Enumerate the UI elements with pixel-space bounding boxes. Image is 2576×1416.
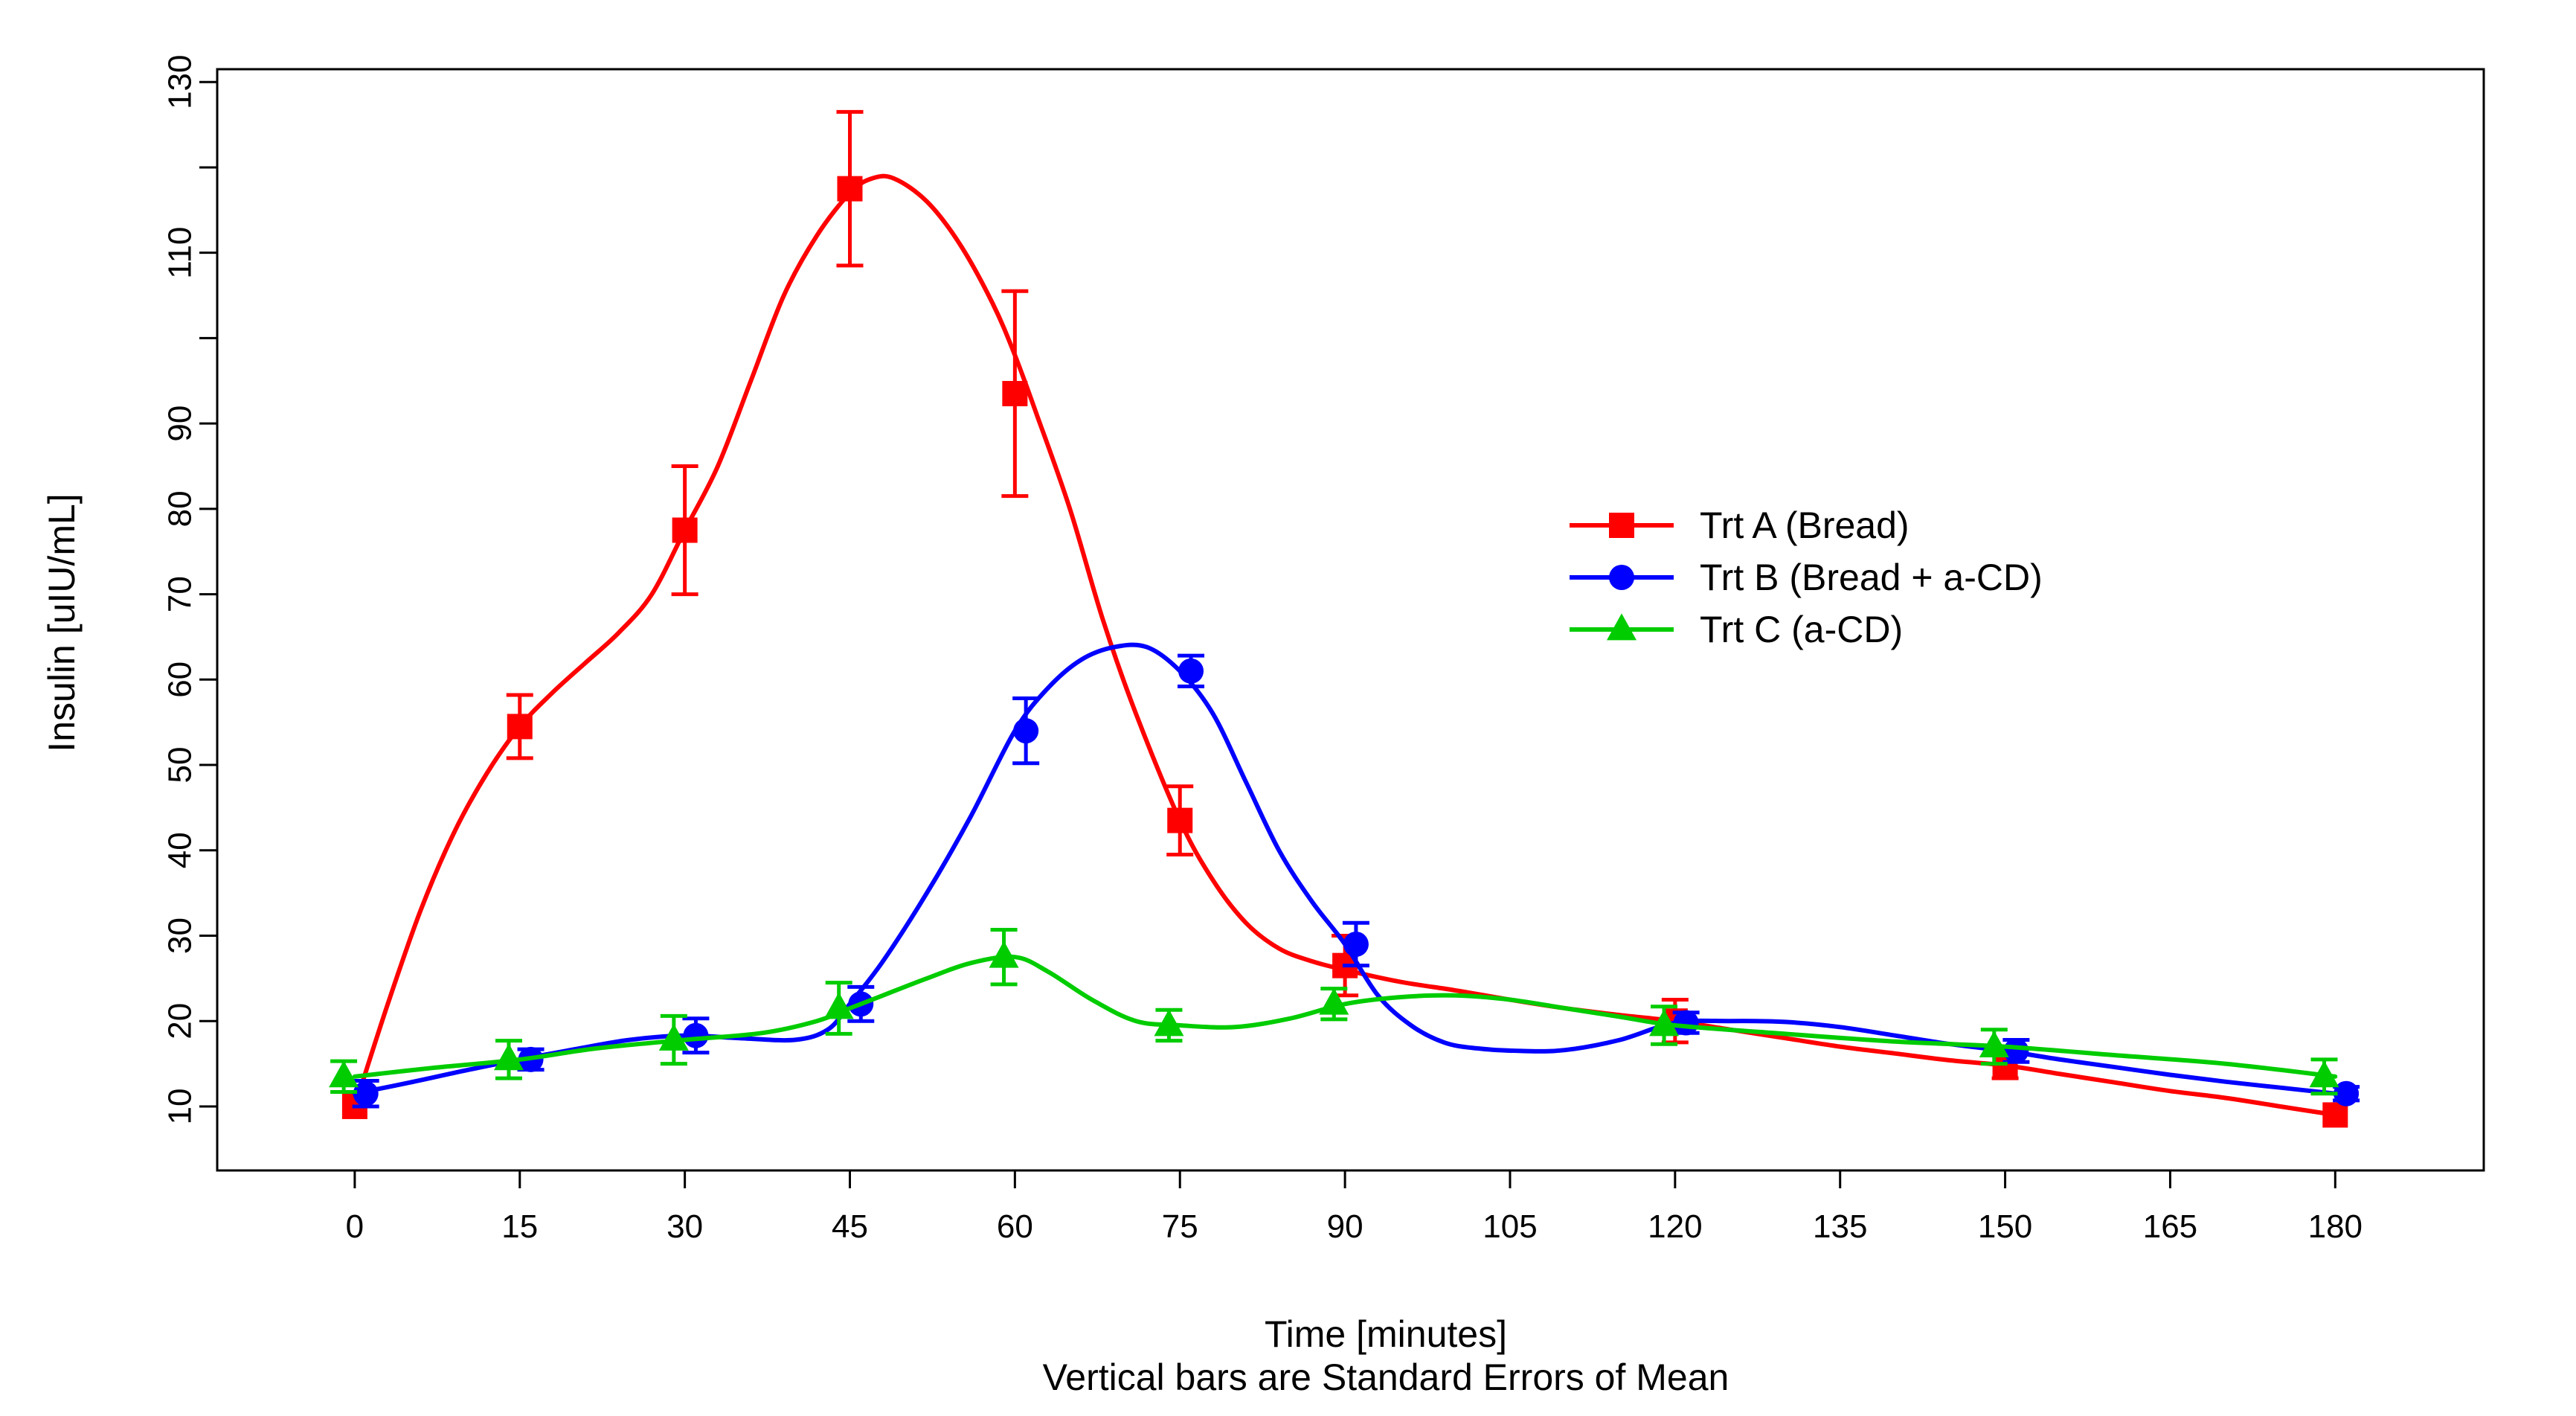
legend-label: Trt B (Bread + a-CD): [1700, 557, 2043, 598]
y-tick-label: 130: [162, 54, 199, 109]
data-point: [1154, 1009, 1184, 1037]
data-point: [672, 517, 698, 543]
legend-label: Trt A (Bread): [1700, 504, 1909, 546]
x-tick-label: 135: [1813, 1208, 1867, 1245]
legend-item: Trt B (Bread + a-CD): [1570, 557, 2043, 598]
series-line: [352, 642, 2338, 1096]
y-tick-label: 50: [162, 747, 199, 784]
data-point: [1343, 931, 1369, 957]
series-line: [352, 173, 2338, 1118]
y-tick-label: 10: [162, 1088, 199, 1124]
legend-item: Trt C (a-CD): [1570, 609, 1903, 650]
x-tick-label: 105: [1483, 1208, 1537, 1245]
data-point: [683, 1022, 709, 1048]
data-point: [2334, 1080, 2360, 1106]
y-tick-label: 30: [162, 917, 199, 954]
data-point: [2003, 1038, 2029, 1064]
data-point: [1013, 718, 1039, 744]
x-tick-label: 180: [2308, 1208, 2363, 1245]
data-point: [2309, 1060, 2339, 1088]
x-tick-label: 45: [832, 1208, 868, 1245]
legend-label: Trt C (a-CD): [1700, 609, 1903, 650]
data-point: [1178, 658, 1204, 684]
legend: Trt A (Bread) Trt B (Bread + a-CD) Trt C (…: [1570, 504, 2043, 650]
x-tick-label: 90: [1327, 1208, 1364, 1245]
plot-frame: [216, 68, 2485, 1172]
data-point: [1002, 380, 1028, 406]
x-tick-label: 60: [997, 1208, 1033, 1245]
series-trt-c-a-cd: [329, 927, 2339, 1096]
x-tick-label: 0: [346, 1208, 364, 1245]
y-axis-title: Insulin [uIU/mL]: [41, 493, 83, 752]
data-point: [329, 1060, 359, 1088]
legend-marker: [1607, 613, 1637, 641]
series-layer: [329, 109, 2360, 1128]
y-tick-label: 70: [162, 576, 199, 612]
data-point: [837, 176, 863, 202]
series-trt-b-bread-a-cd: [352, 642, 2360, 1109]
y-tick-label: 80: [162, 490, 199, 527]
data-point: [989, 941, 1019, 968]
data-point: [1167, 807, 1193, 833]
series-trt-a-bread: [341, 109, 2348, 1128]
y-tick-label: 60: [162, 661, 199, 698]
data-point: [353, 1080, 379, 1106]
legend-marker: [1609, 513, 1634, 538]
data-point: [493, 1043, 524, 1071]
data-point: [507, 714, 533, 740]
data-point: [1649, 1009, 1680, 1037]
data-point: [658, 1023, 689, 1051]
legend-marker: [1609, 565, 1634, 590]
y-tick-label: 110: [162, 227, 199, 279]
x-tick-label: 120: [1648, 1208, 1702, 1245]
data-point: [2322, 1102, 2348, 1128]
x-tick-label: 165: [2143, 1208, 2197, 1245]
data-point: [823, 992, 854, 1019]
y-axis: 10 20 30 40 50 60 70 80 90 110 130: [162, 54, 219, 1124]
x-axis-title: Time [minutes]: [1265, 1313, 1507, 1355]
x-tick-label: 150: [1978, 1208, 2032, 1245]
y-tick-label: 20: [162, 1003, 199, 1039]
x-tick-label: 75: [1162, 1208, 1198, 1245]
y-tick-label: 40: [162, 832, 199, 868]
x-tick-label: 15: [501, 1208, 538, 1245]
data-point: [1673, 1010, 1699, 1036]
data-point: [1979, 1031, 2009, 1058]
data-point: [1319, 987, 1349, 1015]
series-line: [352, 954, 2338, 1079]
legend-item: Trt A (Bread): [1570, 504, 1909, 546]
x-tick-label: 30: [667, 1208, 703, 1245]
x-axis: 0 15 30 45 60 75 90 105 120 135 150 165 180: [346, 1169, 2363, 1245]
y-tick-label: 90: [162, 406, 199, 442]
x-axis-subtitle: Vertical bars are Standard Errors of Mea…: [1043, 1356, 1729, 1398]
